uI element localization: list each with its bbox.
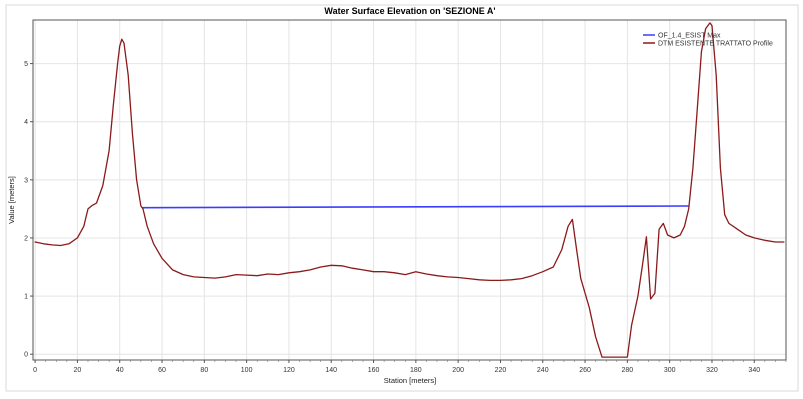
chart-title: Water Surface Elevation on 'SEZIONE A'	[324, 6, 495, 16]
grid	[33, 20, 786, 360]
x-tick-label: 260	[579, 367, 591, 374]
x-tick-label: 160	[368, 367, 380, 374]
y-tick-label: 3	[24, 177, 28, 184]
chart-border	[5, 4, 799, 392]
x-tick-label: 100	[241, 367, 253, 374]
legend-label-ground-profile: DTM ESISTENTE TRATTATO Profile	[658, 41, 773, 48]
y-tick-label: 2	[24, 235, 28, 242]
x-tick-label: 120	[283, 367, 295, 374]
x-tick-label: 340	[748, 367, 760, 374]
legend-label-water-surface: OF_1.4_ESIST Max	[658, 33, 721, 40]
x-tick-label: 320	[706, 367, 718, 374]
axis-ticks: 0 20 40 60 80 100 120 140 160 180 200 220 240 260 280 3…	[24, 61, 787, 374]
x-tick-label: 200	[452, 367, 464, 374]
x-tick-label: 40	[116, 367, 124, 374]
x-tick-label: 20	[74, 367, 82, 374]
series-group	[34, 22, 785, 358]
x-tick-label: 0	[33, 367, 37, 374]
x-tick-label: 240	[537, 367, 549, 374]
y-tick-label: 0	[24, 352, 28, 359]
x-tick-label: 140	[325, 367, 337, 374]
x-tick-label: 220	[495, 367, 507, 374]
x-tick-label: 280	[622, 367, 634, 374]
y-axis-label: Value [meters]	[7, 176, 16, 224]
series-line-water-surface	[142, 205, 690, 209]
x-tick-label: 180	[410, 367, 422, 374]
x-tick-label: 80	[200, 367, 208, 374]
legend: OF_1.4_ESIST Max DTM ESISTENTE TRATTATO …	[643, 33, 773, 48]
x-axis-label: Station [meters]	[384, 376, 437, 385]
y-tick-label: 5	[24, 61, 28, 68]
series-line-ground-profile	[34, 22, 785, 358]
y-tick-label: 4	[24, 119, 28, 126]
y-tick-label: 1	[24, 294, 28, 301]
x-tick-label: 60	[158, 367, 166, 374]
plot-area	[32, 19, 787, 361]
x-tick-label: 300	[664, 367, 676, 374]
